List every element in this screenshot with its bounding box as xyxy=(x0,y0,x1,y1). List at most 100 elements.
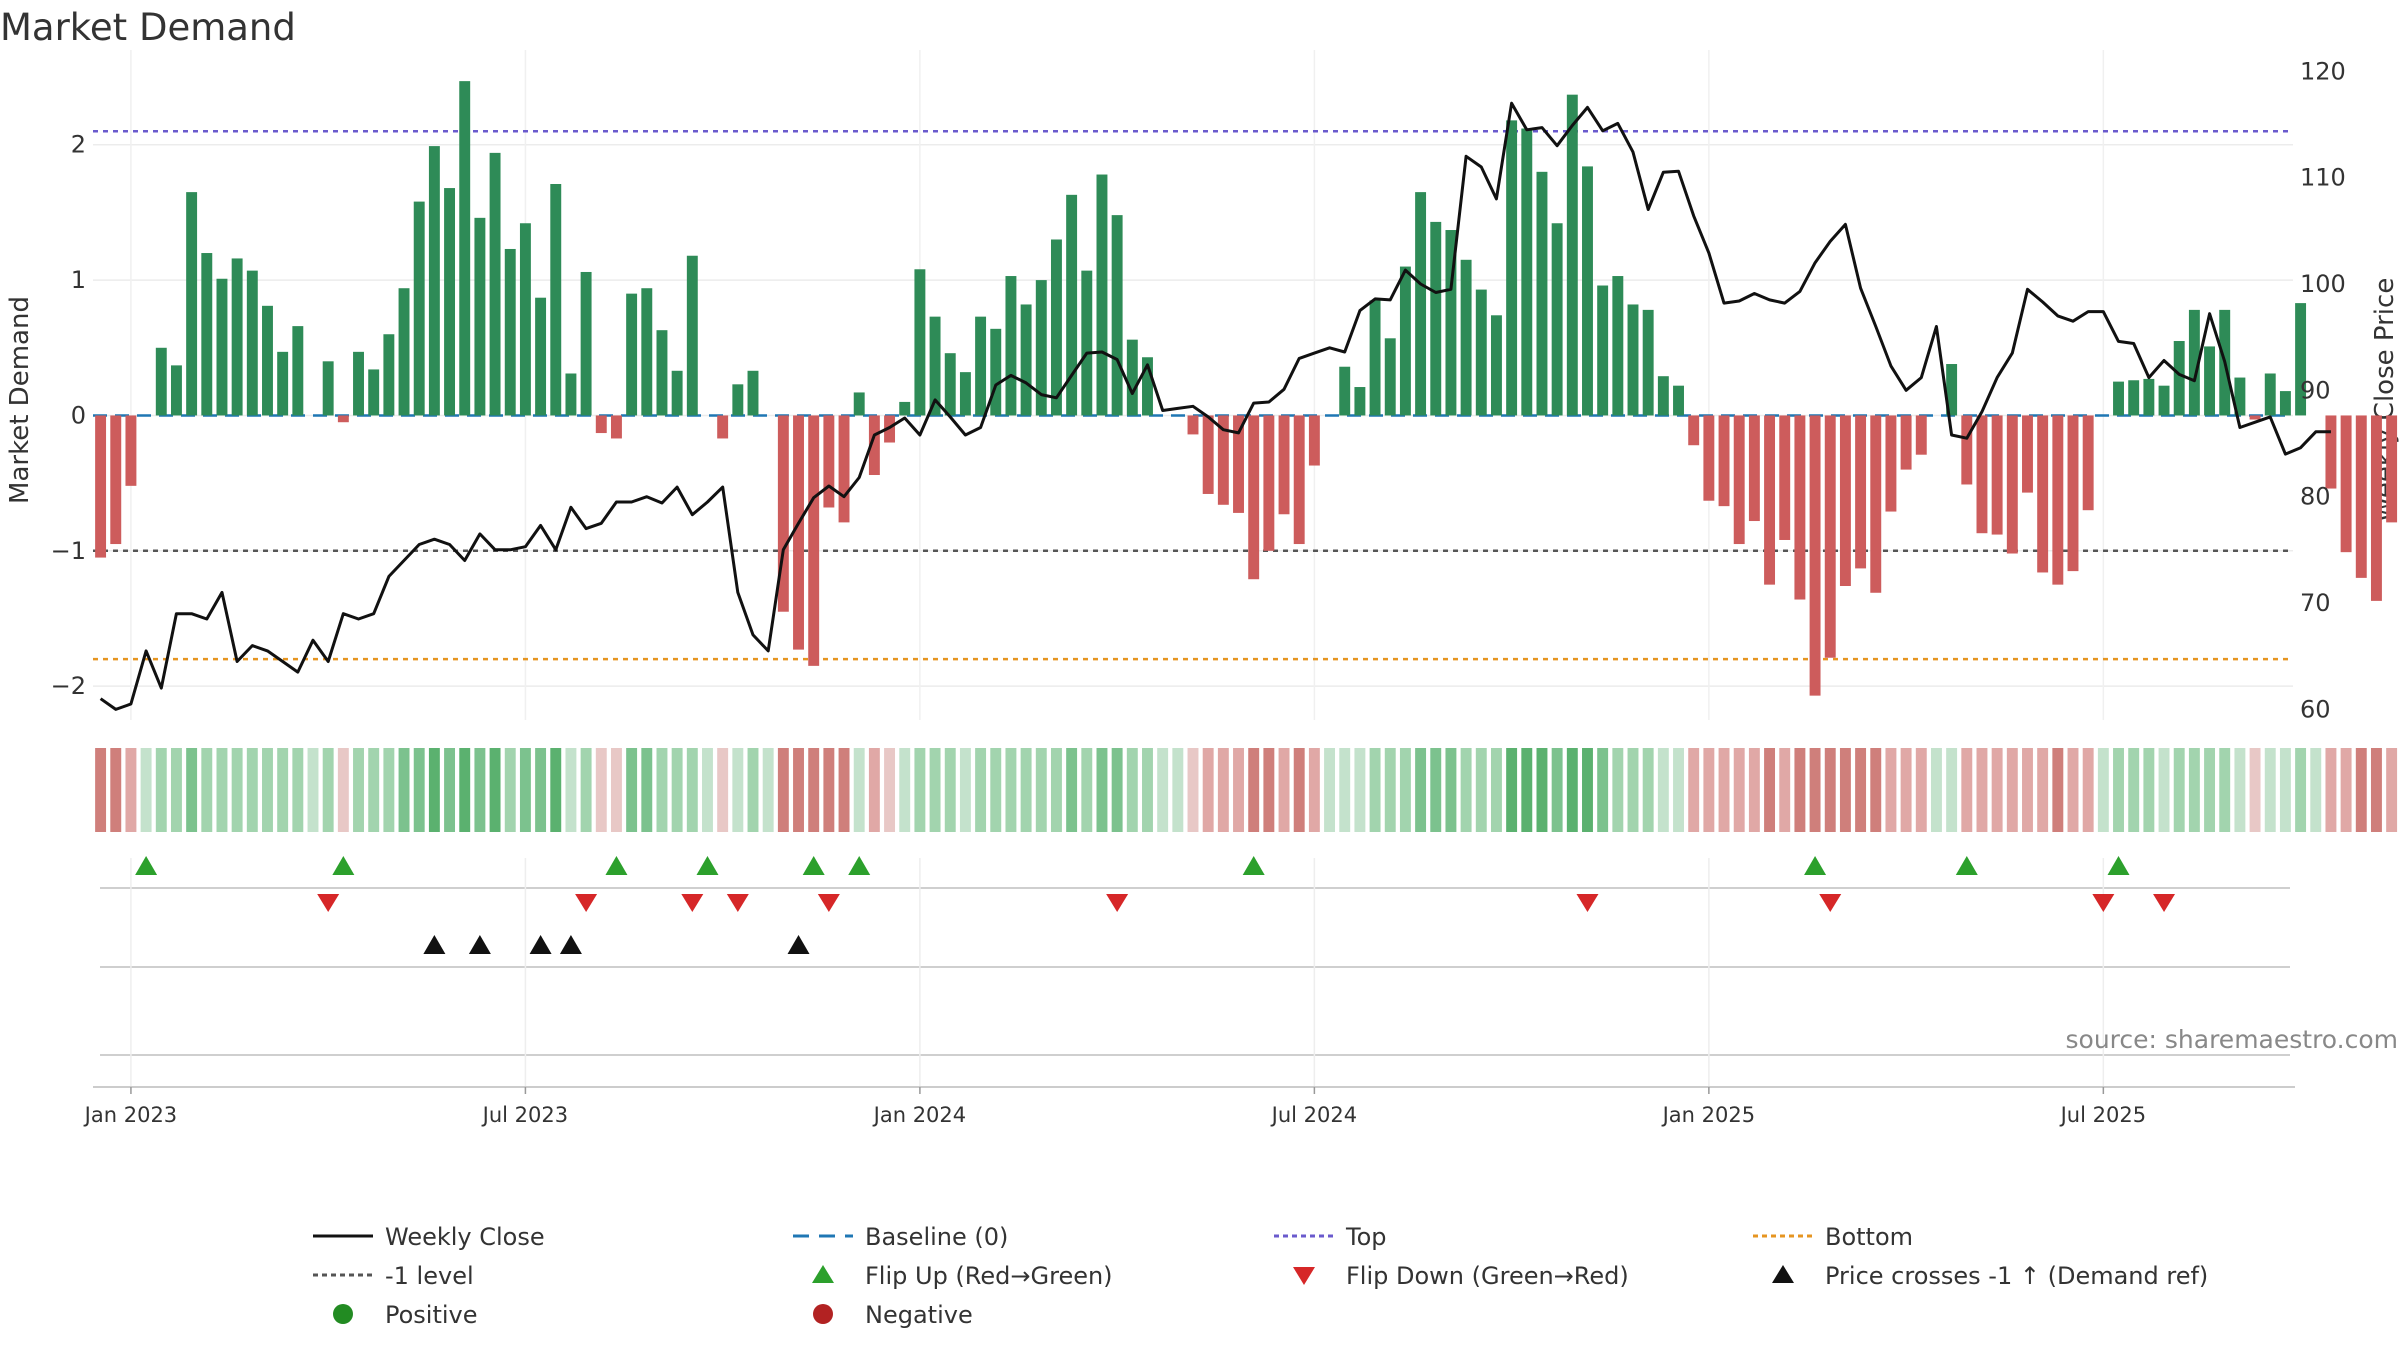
legend-label: -1 level xyxy=(385,1262,474,1290)
demand-bar xyxy=(1308,415,1320,466)
demand-bar xyxy=(2067,415,2079,572)
shade-cell xyxy=(1278,748,1290,832)
shade-cell xyxy=(444,748,456,832)
price-cross-marker xyxy=(423,935,446,954)
shade-cell xyxy=(337,748,349,832)
demand-bar xyxy=(929,316,941,416)
demand-bar xyxy=(2249,415,2261,420)
shade-cell xyxy=(1930,748,1942,832)
shade-cell xyxy=(1597,748,1609,832)
shade-cell xyxy=(1809,748,1821,832)
right-tick-label: 60 xyxy=(2300,695,2331,723)
shade-cell xyxy=(868,748,880,832)
shade-cell xyxy=(322,748,334,832)
shade-cell xyxy=(474,748,486,832)
shade-cell xyxy=(170,748,182,832)
shade-cell xyxy=(2037,748,2049,832)
demand-bar xyxy=(671,370,683,416)
demand-bar xyxy=(2143,378,2155,416)
price-cross-marker xyxy=(529,935,552,954)
demand-bar xyxy=(459,81,471,416)
shade-cell xyxy=(990,748,1002,832)
shade-cell xyxy=(747,748,759,832)
demand-bar xyxy=(2188,309,2200,416)
shade-cell xyxy=(1885,748,1897,832)
shade-cell xyxy=(1642,748,1654,832)
demand-bar xyxy=(1066,194,1078,416)
demand-bar xyxy=(1566,94,1578,416)
demand-bar xyxy=(1976,415,1988,534)
shade-cell xyxy=(2173,748,2185,832)
shade-cell xyxy=(1627,748,1639,832)
left-tick-label: 2 xyxy=(71,131,86,159)
demand-bar xyxy=(1399,266,1411,416)
shade-cell xyxy=(1703,748,1715,832)
shade-cell xyxy=(823,748,835,832)
demand-bar xyxy=(1673,385,1684,416)
event-markers xyxy=(100,856,2290,1090)
shade-cell xyxy=(1460,748,1472,832)
demand-bar xyxy=(1733,415,1745,545)
demand-bar xyxy=(2158,385,2170,416)
shade-cell xyxy=(929,748,941,832)
weekly-close-line xyxy=(99,101,2331,711)
shade-cell xyxy=(1066,748,1078,832)
demand-bar xyxy=(550,184,562,416)
flip-up-marker xyxy=(2107,856,2130,875)
flip-down-marker xyxy=(1106,894,1129,912)
shade-cell xyxy=(580,748,592,832)
flip-up-marker xyxy=(332,856,355,875)
x-tick-label: Jul 2024 xyxy=(1270,1103,1357,1127)
legend-label: Positive xyxy=(385,1301,478,1329)
x-tick-label: Jan 2024 xyxy=(872,1103,967,1127)
demand-bar xyxy=(170,365,182,416)
demand-bar xyxy=(2037,415,2049,573)
demand-bar xyxy=(2173,341,2185,416)
legend-label: Flip Down (Green→Red) xyxy=(1346,1262,1629,1290)
shade-cell xyxy=(1399,748,1411,832)
shade-cell xyxy=(1673,748,1684,832)
demand-bar xyxy=(2234,377,2246,416)
demand-bar xyxy=(2006,415,2018,554)
shade-cell xyxy=(307,748,319,832)
demand-bar xyxy=(1415,192,1427,416)
shade-cell xyxy=(1369,748,1381,832)
legend-label: Baseline (0) xyxy=(865,1223,1008,1251)
demand-bar xyxy=(1764,415,1776,585)
demand-bar xyxy=(262,305,273,416)
shade-cell xyxy=(519,748,531,832)
legend-swatch xyxy=(812,1265,834,1283)
price-cross-marker xyxy=(468,935,491,954)
demand-bar xyxy=(519,223,531,416)
shade-cell xyxy=(975,748,987,832)
shade-cell xyxy=(959,748,971,832)
demand-bar xyxy=(1005,276,1017,416)
shade-cell xyxy=(838,748,850,832)
shade-cell xyxy=(641,748,653,832)
demand-bar xyxy=(610,415,622,439)
demand-bar xyxy=(1490,315,1502,416)
demand-bar xyxy=(899,401,911,416)
shade-cell xyxy=(1475,748,1487,832)
shade-cell xyxy=(1566,748,1578,832)
demand-bar xyxy=(656,330,668,416)
demand-bar xyxy=(186,192,198,416)
demand-bar xyxy=(1824,415,1836,658)
shade-cell xyxy=(1005,748,1017,832)
demand-bar xyxy=(246,270,258,416)
shade-cell xyxy=(1976,748,1988,832)
demand-bar xyxy=(2355,415,2367,578)
demand-bar xyxy=(2128,380,2140,416)
shade-cell xyxy=(1354,748,1366,832)
demand-bar xyxy=(1521,128,1533,416)
shade-cell xyxy=(1126,748,1138,832)
flip-down-marker xyxy=(317,894,340,912)
demand-bar xyxy=(2082,415,2094,511)
demand-bar xyxy=(1050,239,1062,416)
shade-cell xyxy=(595,748,607,832)
flip-down-marker xyxy=(681,894,704,912)
demand-bar xyxy=(2340,415,2352,553)
demand-bar xyxy=(2264,373,2276,416)
demand-bar xyxy=(914,269,926,416)
demand-bar xyxy=(1946,364,1958,416)
